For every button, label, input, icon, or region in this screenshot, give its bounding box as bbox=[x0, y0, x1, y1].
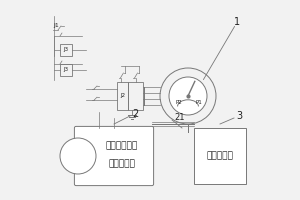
Text: J3: J3 bbox=[63, 68, 69, 72]
Text: 2: 2 bbox=[132, 109, 138, 119]
Bar bbox=[60, 44, 72, 56]
Circle shape bbox=[60, 138, 96, 174]
Circle shape bbox=[169, 77, 207, 115]
Text: 微型往复活塞: 微型往复活塞 bbox=[106, 142, 138, 150]
FancyBboxPatch shape bbox=[74, 126, 154, 186]
Bar bbox=[60, 64, 72, 76]
Text: P2: P2 bbox=[176, 99, 183, 104]
Text: J3: J3 bbox=[63, 47, 69, 52]
Text: 1: 1 bbox=[234, 17, 240, 27]
Text: 空气压缩机: 空气压缩机 bbox=[109, 160, 135, 168]
Bar bbox=[117, 82, 128, 110]
Text: J2: J2 bbox=[120, 94, 125, 98]
Text: J1: J1 bbox=[53, 23, 59, 28]
Bar bbox=[194, 128, 246, 184]
Text: 气动离合器: 气动离合器 bbox=[207, 152, 233, 160]
Text: P1: P1 bbox=[196, 99, 203, 104]
Text: 3: 3 bbox=[236, 111, 242, 121]
Text: 21: 21 bbox=[174, 114, 184, 122]
Bar bbox=[128, 82, 143, 110]
